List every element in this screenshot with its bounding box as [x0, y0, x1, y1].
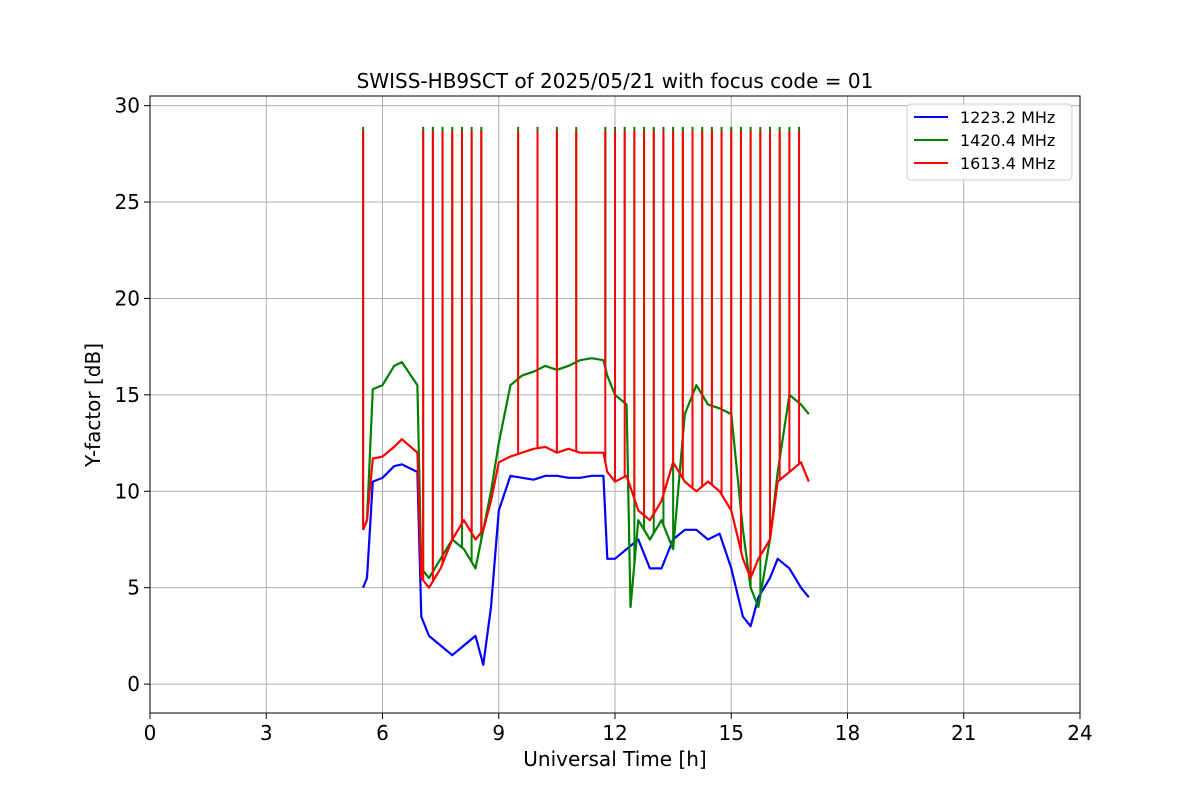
x-axis-ticks: 0 3 6 9 12 15 18 21 24: [144, 713, 1093, 745]
series-line-1420: [362, 357, 810, 609]
x-tick-label: 6: [376, 721, 389, 745]
y-tick-label: 0: [127, 672, 140, 696]
y-tick-label: 15: [115, 383, 140, 407]
x-tick-label: 15: [719, 721, 744, 745]
legend-label-1613: 1613.4 MHz: [960, 154, 1055, 173]
y-tick-label: 30: [115, 94, 140, 118]
x-axis-label: Universal Time [h]: [523, 747, 706, 771]
y-tick-label: 10: [115, 479, 140, 503]
x-tick-label: 24: [1067, 721, 1092, 745]
x-tick-label: 3: [260, 721, 273, 745]
x-tick-label: 18: [835, 721, 860, 745]
legend: 1223.2 MHz 1420.4 MHz 1613.4 MHz: [906, 103, 1073, 181]
legend-label-1420: 1420.4 MHz: [960, 131, 1055, 150]
y-tick-label: 20: [115, 286, 140, 310]
series-layer: [362, 126, 810, 666]
y-tick-label: 5: [127, 576, 140, 600]
chart-title: SWISS-HB9SCT of 2025/05/21 with focus co…: [357, 69, 874, 93]
legend-label-1223: 1223.2 MHz: [960, 108, 1055, 127]
x-tick-label: 12: [602, 721, 627, 745]
y-axis-ticks: 0 5 10 15 20 25 30: [115, 94, 150, 696]
x-tick-label: 9: [492, 721, 505, 745]
x-tick-label: 21: [951, 721, 976, 745]
series-line-1613: [362, 438, 810, 589]
y-tick-label: 25: [115, 190, 140, 214]
x-tick-label: 0: [144, 721, 157, 745]
series-line-1223: [362, 463, 810, 666]
legend-box: [906, 103, 1073, 181]
y-axis-label: Y-factor [dB]: [81, 343, 105, 468]
